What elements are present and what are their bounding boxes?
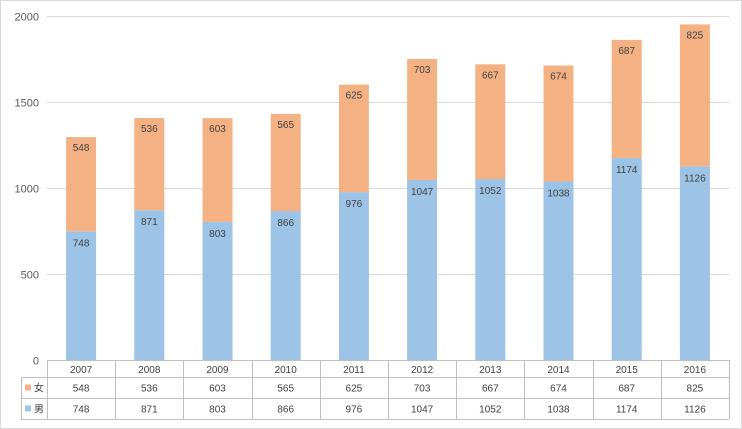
label-male-2012: 1047 (411, 187, 434, 198)
label-female-2008: 536 (141, 124, 158, 135)
y-tick-label-2000: 2000 (15, 12, 39, 24)
x-tick-label-2009: 2009 (206, 365, 229, 376)
table-cell-male-2015: 1174 (616, 405, 638, 416)
y-tick-label-0: 0 (33, 356, 39, 368)
label-female-2010: 565 (277, 120, 294, 131)
table-cell-female-2012: 703 (414, 384, 431, 395)
x-tick-label-2008: 2008 (138, 365, 161, 376)
bar-female-2011 (338, 84, 369, 193)
bar-female-2012 (407, 59, 438, 180)
bar-male-2007 (66, 231, 97, 360)
table-cell-female-2010: 565 (277, 384, 294, 395)
label-male-2013: 1052 (479, 186, 502, 197)
table-cell-male-2008: 871 (141, 405, 158, 416)
legend-label-female: 女 (34, 382, 44, 395)
label-male-2014: 1038 (547, 188, 570, 199)
bar-female-2016 (679, 24, 710, 167)
y-tick-label-1000: 1000 (15, 184, 39, 196)
x-tick-label-2011: 2011 (343, 365, 365, 376)
bar-male-2015 (611, 158, 642, 360)
bar-female-2014 (543, 65, 574, 182)
y-tick-label-1500: 1500 (15, 98, 39, 110)
table-cell-female-2016: 825 (687, 384, 704, 395)
label-male-2015: 1174 (616, 165, 638, 176)
legend-key-male (25, 405, 31, 412)
legend-key-female (25, 384, 31, 391)
table-cell-female-2011: 625 (346, 384, 363, 395)
label-male-2010: 866 (277, 218, 294, 229)
bar-male-2009 (202, 221, 233, 360)
x-tick-label-2013: 2013 (479, 365, 502, 376)
legend-label-male: 男 (34, 404, 44, 416)
label-male-2007: 748 (73, 238, 90, 249)
bar-female-2010 (270, 113, 301, 212)
label-male-2009: 803 (209, 229, 226, 240)
x-tick-label-2015: 2015 (616, 365, 639, 376)
label-female-2013: 667 (482, 70, 499, 81)
bars (66, 24, 710, 360)
bar-male-2008 (134, 210, 165, 360)
bar-female-2013 (475, 64, 506, 180)
x-tick-label-2012: 2012 (411, 365, 434, 376)
label-male-2008: 871 (141, 217, 158, 228)
table-cell-male-2014: 1038 (547, 405, 570, 416)
bar-female-2008 (134, 117, 165, 211)
table-cell-female-2007: 548 (73, 384, 90, 395)
bar-male-2016 (679, 166, 710, 360)
label-female-2011: 625 (346, 91, 363, 102)
table-cell-female-2008: 536 (141, 384, 158, 395)
table-cell-male-2012: 1047 (411, 405, 434, 416)
bar-female-2007 (66, 137, 97, 232)
label-male-2016: 1126 (684, 173, 706, 184)
table-cell-male-2013: 1052 (479, 405, 502, 416)
y-tick-label-500: 500 (21, 270, 39, 282)
x-tick-label-2007: 2007 (70, 365, 93, 376)
table-cell-male-2010: 866 (277, 405, 294, 416)
x-tick-label-2010: 2010 (275, 365, 298, 376)
bar-value-labels: 748 548 871 536 803 603 866 565 976 625 1047 703 105… (73, 30, 706, 249)
table-cell-female-2014: 674 (550, 384, 567, 395)
label-female-2012: 703 (414, 65, 431, 76)
table-cell-female-2013: 667 (482, 384, 499, 395)
label-female-2014: 674 (550, 72, 567, 83)
bar-male-2013 (475, 179, 506, 360)
table-cell-male-2011: 976 (346, 405, 363, 416)
label-female-2007: 548 (73, 143, 90, 154)
x-tick-label-2014: 2014 (547, 365, 570, 376)
bar-female-2009 (202, 118, 233, 222)
table-cell-male-2009: 803 (209, 405, 226, 416)
label-male-2011: 976 (346, 199, 363, 210)
data-table: 2007 2008 2009 2010 2011 2012 2013 2014 2015 2016… (21, 360, 730, 420)
bar-male-2010 (270, 211, 301, 360)
bar-male-2011 (338, 192, 369, 360)
table-cell-female-2009: 603 (209, 384, 226, 395)
x-tick-label-2016: 2016 (684, 365, 707, 376)
table-cell-male-2016: 1126 (684, 405, 706, 416)
bar-female-2015 (611, 39, 642, 159)
table-cell-male-2007: 748 (73, 405, 90, 416)
bar-male-2012 (407, 179, 438, 360)
label-female-2009: 603 (209, 124, 226, 135)
label-female-2016: 825 (687, 30, 704, 41)
table-cell-female-2015: 687 (618, 384, 635, 395)
bar-male-2014 (543, 181, 574, 360)
y-axis-ticks: 0 500 1000 1500 2000 (15, 12, 39, 368)
label-female-2015: 687 (618, 46, 635, 57)
